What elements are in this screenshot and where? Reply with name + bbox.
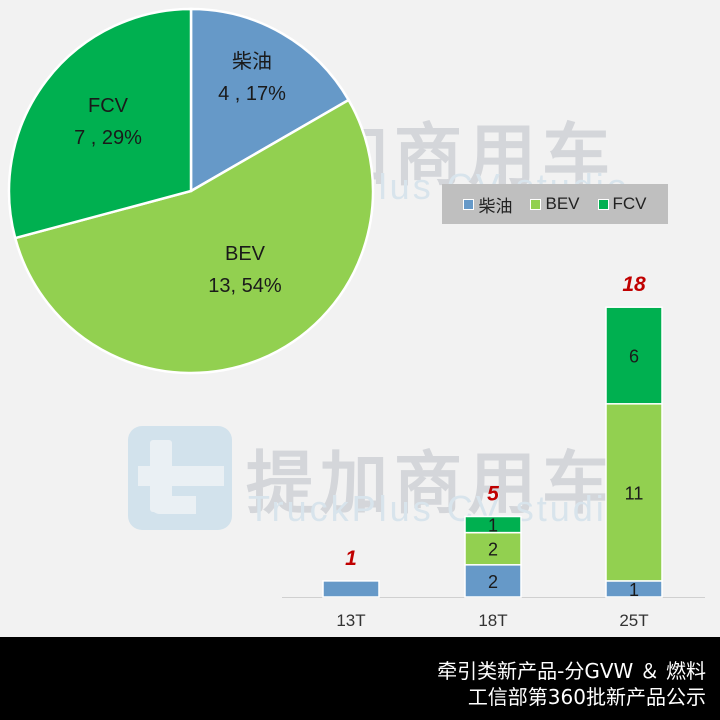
caption-line-2: 工信部第360批新产品公示: [467, 685, 706, 709]
pie-slice-fcv: [7, 7, 193, 240]
pie-label-value: 7 , 29%: [74, 127, 142, 149]
bar-segment-label: 1: [629, 580, 639, 600]
pie-label-name: BEV: [225, 243, 266, 265]
bar-total-label: 5: [487, 483, 499, 506]
x-axis-category-label: 13T: [336, 611, 365, 630]
legend-label: FCV: [612, 194, 647, 213]
bar-total-label: 18: [622, 273, 646, 296]
legend-swatch-icon: [530, 198, 542, 210]
pie-slice-diesel: [189, 7, 351, 194]
bar-segment: [464, 515, 522, 534]
bar-segment: [605, 403, 663, 582]
pie-label-name: 柴油: [232, 50, 272, 73]
bar-segment: [605, 306, 663, 405]
legend-label: 柴油: [478, 196, 513, 216]
bar-segment: [464, 564, 522, 598]
legend-item: BEV: [530, 194, 580, 214]
pie-label-value: 4 , 17%: [218, 83, 286, 105]
legend-label: BEV: [545, 194, 580, 213]
bar-segment-label: 1: [488, 516, 498, 536]
pie-slice-bev: [13, 98, 375, 375]
bar-total-label: 1: [345, 547, 357, 570]
legend-item: FCV: [597, 194, 647, 214]
chart-legend: 柴油 BEV FCV: [442, 184, 668, 224]
bar-segment: [464, 531, 522, 566]
pie-label-name: FCV: [88, 95, 129, 117]
legend-swatch-icon: [597, 198, 609, 210]
x-axis-category-label: 25T: [619, 611, 648, 630]
bar-segment-label: 2: [488, 540, 498, 560]
bar-segment: [322, 580, 380, 598]
legend-swatch-icon: [463, 198, 475, 210]
legend-item: 柴油: [463, 192, 512, 217]
footer-caption: 牵引类新产品-分GVW ＆ 燃料 工信部第360批新产品公示: [0, 637, 720, 720]
bar-segment-label: 2: [488, 572, 498, 592]
bar-segment-label: 11: [625, 483, 644, 503]
bar-segment-label: 6: [629, 347, 639, 367]
caption-line-1: 牵引类新产品-分GVW ＆ 燃料: [437, 659, 706, 683]
x-axis-category-label: 18T: [478, 611, 507, 630]
pie-label-value: 13, 54%: [208, 275, 282, 297]
